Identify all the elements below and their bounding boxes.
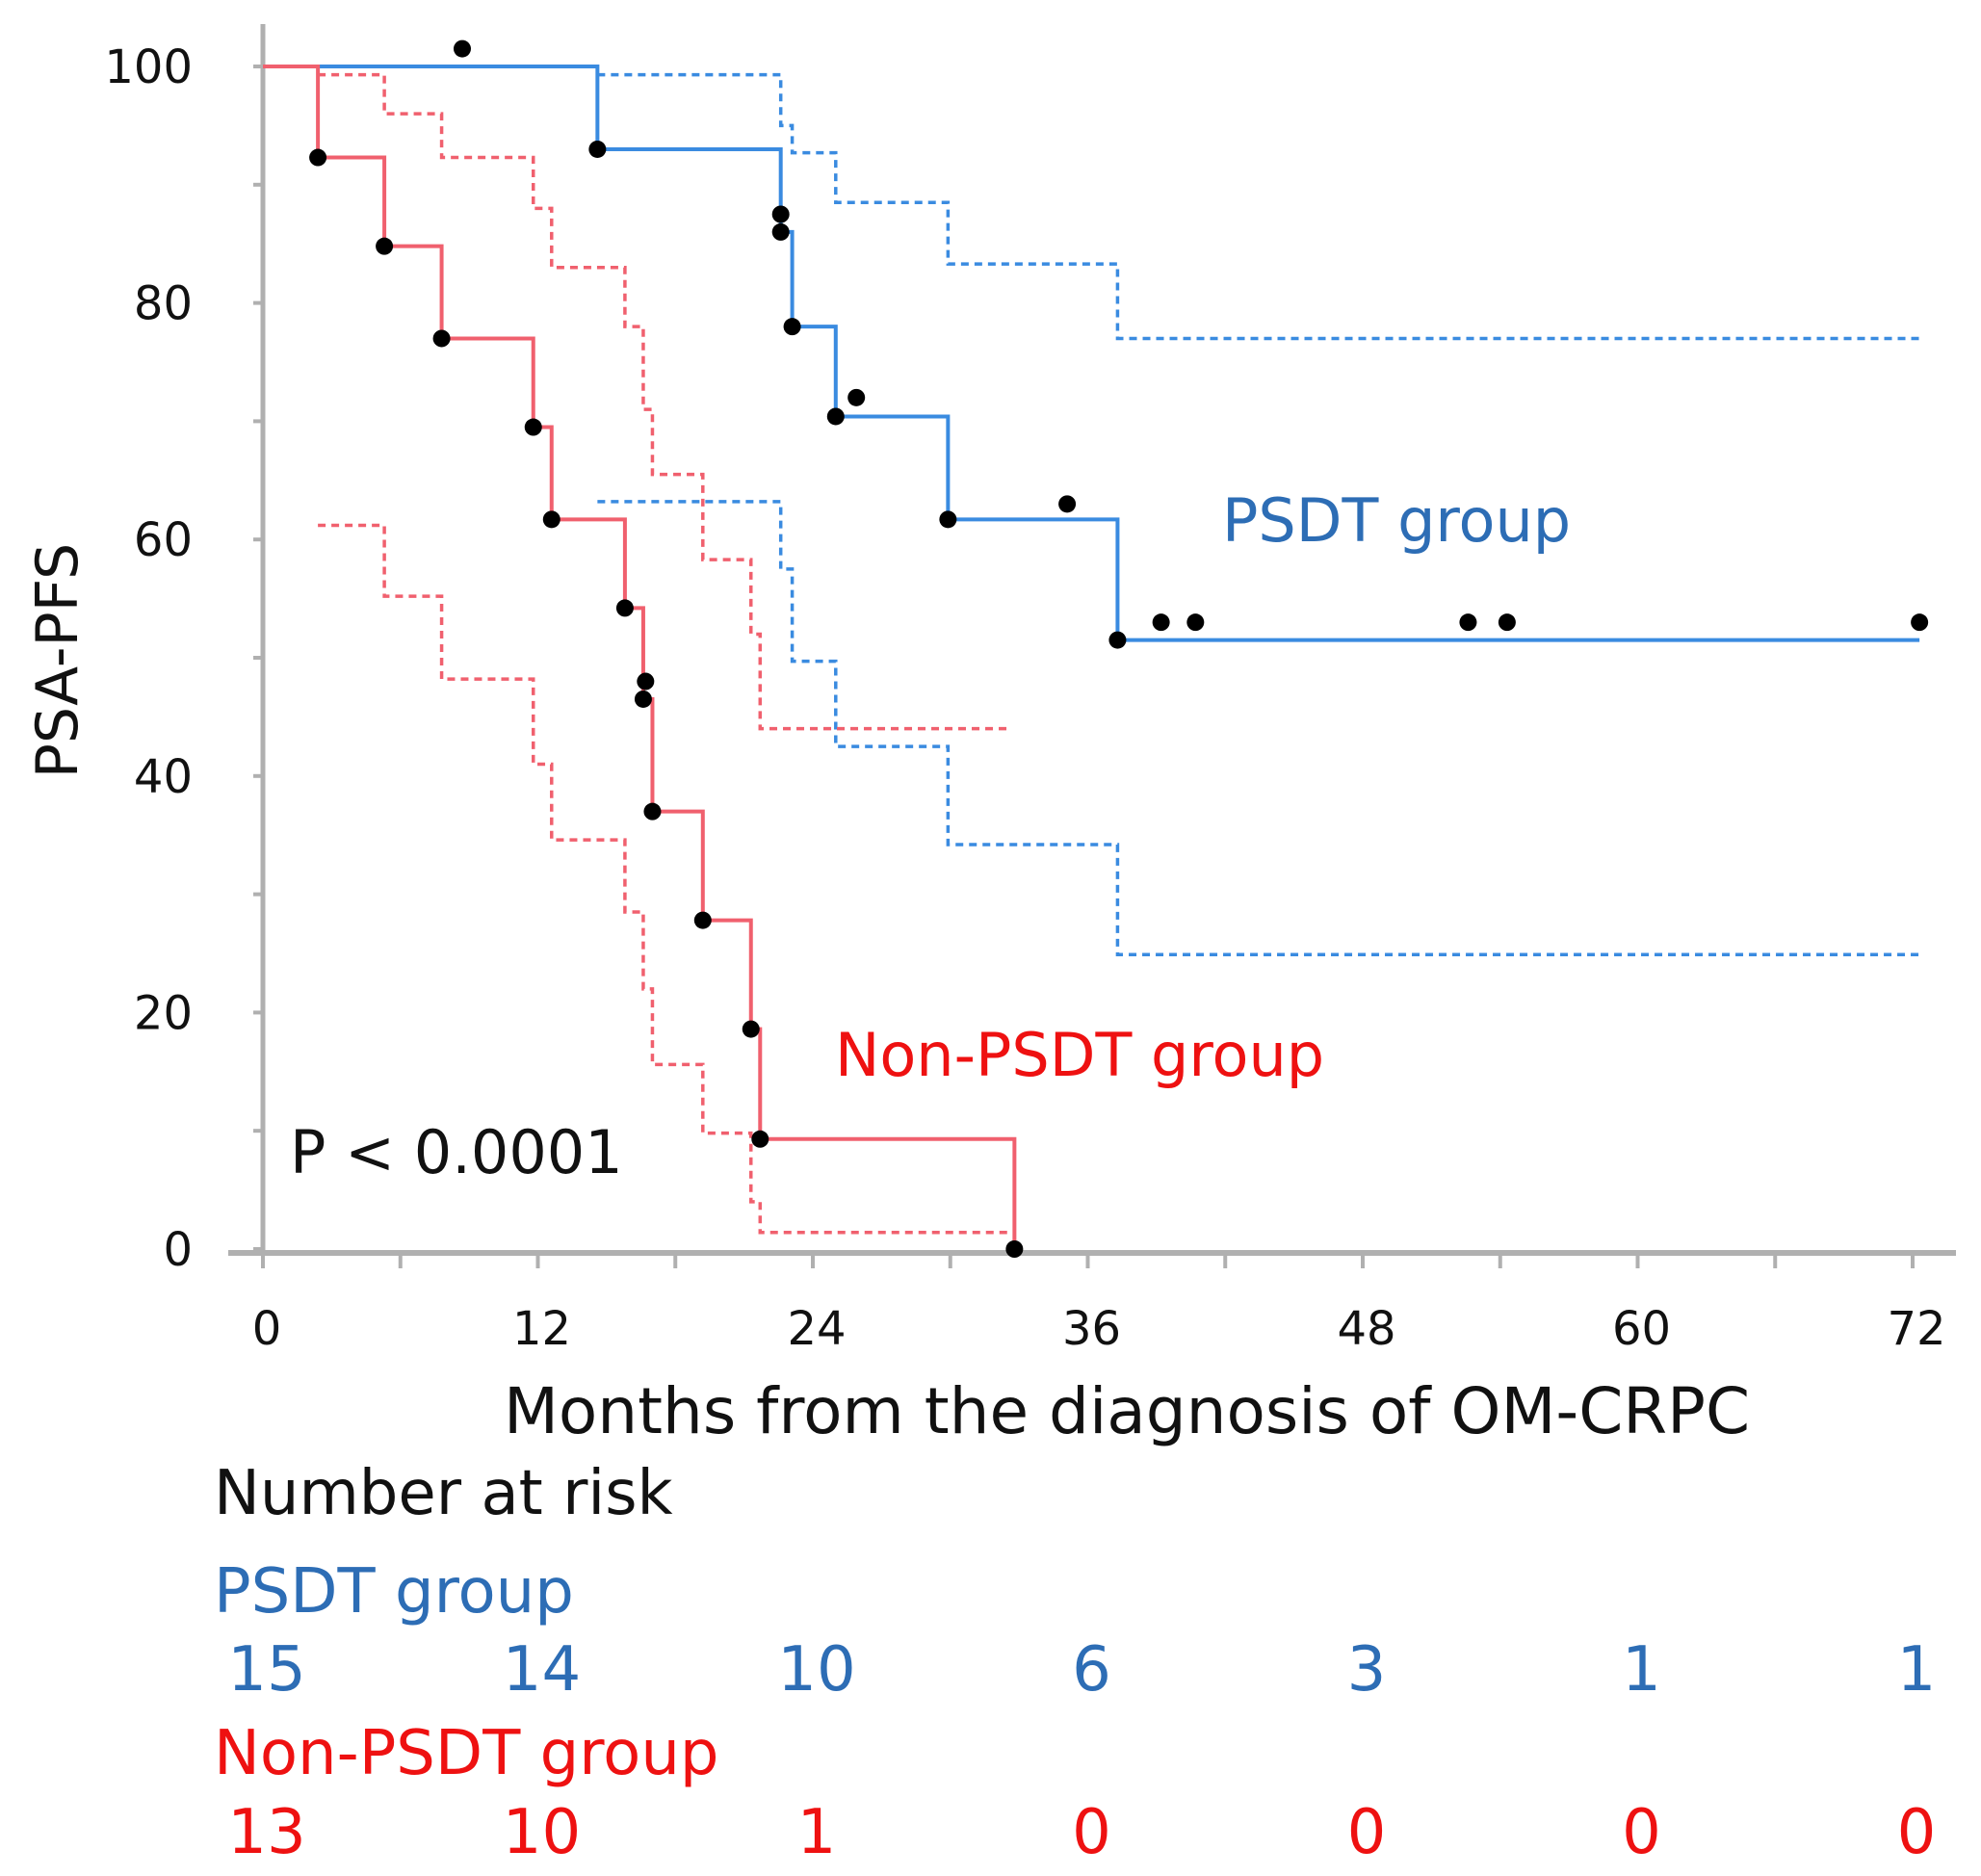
x-tick-label: 0 xyxy=(252,1302,282,1356)
markers xyxy=(309,39,1929,1258)
non-psdt-censor-marker xyxy=(432,329,451,348)
non-psdt-censor-marker xyxy=(637,672,655,690)
psdt-ci-lower xyxy=(597,500,1920,956)
y-axis-label: PSA-PFS xyxy=(24,543,91,778)
psdt-censor-marker xyxy=(1498,613,1516,632)
non-psdt-censor-marker xyxy=(524,418,542,436)
risk-non-psdt-label: Non-PSDT group xyxy=(214,1718,719,1789)
risk-psdt-label: PSDT group xyxy=(214,1556,574,1628)
non-psdt-at-risk-count: 0 xyxy=(1072,1797,1111,1868)
y-tick-label: 40 xyxy=(134,750,193,804)
y-tick-label: 20 xyxy=(134,986,193,1040)
x-tick-label: 12 xyxy=(512,1302,571,1356)
non-psdt-at-risk-count: 0 xyxy=(1347,1797,1387,1868)
axes: 0 20 40 60 80 100 0 12 24 36 48 60 72 xyxy=(104,24,1956,1356)
psdt-at-risk-count: 15 xyxy=(227,1634,305,1706)
risk-table: 15 14 10 6 3 1 113 10 1 0 0 0 0 xyxy=(227,1634,1936,1868)
non-psdt-at-risk-count: 10 xyxy=(503,1797,581,1868)
psdt-censor-marker xyxy=(1911,613,1929,632)
p-value-annotation: P < 0.0001 xyxy=(290,1117,623,1187)
non-psdt-ci-lower xyxy=(318,523,1015,1235)
non-psdt-censor-marker xyxy=(643,802,662,821)
non-psdt-at-risk-count: 0 xyxy=(1897,1797,1937,1868)
psdt-censor-marker xyxy=(939,510,957,529)
non-psdt-censor-marker xyxy=(376,237,394,255)
x-tick-label: 60 xyxy=(1612,1302,1671,1356)
psdt-censor-marker xyxy=(771,222,790,241)
x-tick-label: 48 xyxy=(1337,1302,1395,1356)
non-psdt-at-risk-count: 1 xyxy=(797,1797,837,1868)
non-psdt-censor-marker xyxy=(693,911,712,929)
psdt-at-risk-count: 1 xyxy=(1622,1634,1661,1706)
psdt-censor-marker xyxy=(1459,613,1477,632)
x-tick-label: 36 xyxy=(1062,1302,1121,1356)
psdt-at-risk-count: 10 xyxy=(777,1634,855,1706)
psdt-censor-marker xyxy=(1108,631,1127,649)
y-tick-label: 60 xyxy=(134,513,193,567)
non-psdt-ci-upper xyxy=(318,72,1010,731)
psdt-at-risk-count: 6 xyxy=(1072,1634,1111,1706)
x-tick-label: 24 xyxy=(787,1302,846,1356)
risk-table-title: Number at risk xyxy=(214,1458,673,1529)
psdt-ci-upper xyxy=(597,72,1920,341)
psdt-survival-curve xyxy=(263,65,1920,642)
x-tick-label: 72 xyxy=(1887,1302,1945,1356)
psdt-curve-label: PSDT group xyxy=(1222,485,1571,556)
non-psdt-censor-marker xyxy=(1005,1240,1024,1258)
psdt-at-risk-count: 3 xyxy=(1347,1634,1387,1706)
y-tick-label: 0 xyxy=(163,1223,193,1277)
non-psdt-at-risk-count: 0 xyxy=(1622,1797,1661,1868)
psdt-censor-marker xyxy=(826,407,845,426)
psdt-censor-marker xyxy=(1152,613,1170,632)
non-psdt-curve-label: Non-PSDT group xyxy=(835,1020,1324,1090)
y-tick-label: 100 xyxy=(104,40,193,94)
psdt-at-risk-count: 1 xyxy=(1897,1634,1937,1706)
psdt-censor-marker xyxy=(453,39,471,58)
non-psdt-censor-marker xyxy=(742,1020,760,1038)
non-psdt-censor-marker xyxy=(634,690,652,708)
non-psdt-at-risk-count: 13 xyxy=(227,1797,305,1868)
psdt-censor-marker xyxy=(588,140,607,158)
y-tick-label: 80 xyxy=(134,277,193,331)
psdt-censor-marker xyxy=(1058,495,1077,513)
non-psdt-censor-marker xyxy=(615,599,634,617)
psdt-at-risk-count: 14 xyxy=(503,1634,581,1706)
non-psdt-censor-marker xyxy=(309,148,327,167)
psdt-censor-marker xyxy=(847,388,866,406)
psdt-censor-marker xyxy=(783,318,801,336)
psdt-censor-marker xyxy=(771,205,790,223)
non-psdt-censor-marker xyxy=(751,1130,769,1148)
psdt-censor-marker xyxy=(1186,613,1205,632)
non-psdt-censor-marker xyxy=(542,510,560,529)
x-axis-label: Months from the diagnosis of OM-CRPC xyxy=(504,1374,1750,1448)
